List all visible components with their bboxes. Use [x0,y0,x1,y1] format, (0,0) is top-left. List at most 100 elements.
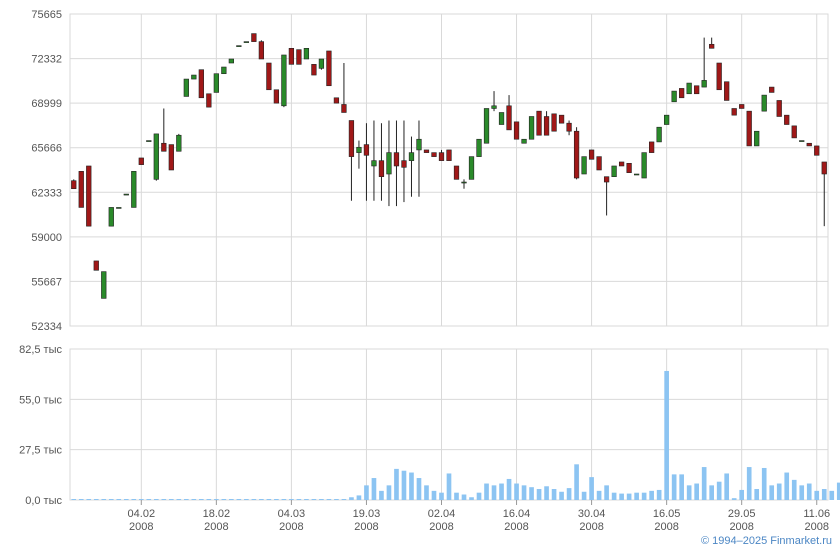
volume-bar [341,499,347,500]
volume-bar [206,499,212,500]
x-tick-label-date: 29.05 [728,508,756,520]
volume-bar [559,491,564,500]
volume-bar [168,499,174,500]
candle-body [791,125,797,139]
x-tick-label-date: 11.06 [803,508,830,520]
volume-bar [701,467,707,500]
candle-body [784,114,790,125]
volume-bar [589,477,594,500]
x-tick-label-year: 2008 [654,521,678,533]
candle-body [273,89,280,104]
volume-bar [409,472,414,500]
candle-body [311,64,317,76]
volume-bar [334,499,339,500]
volume-bar [544,486,549,500]
candle-body [521,138,527,144]
volume-bar [529,487,534,500]
candle-body [296,49,302,65]
candle-body [446,149,452,161]
candle-body [101,271,107,299]
volume-bar [86,499,92,500]
volume-bar [694,483,699,500]
volume-bar [499,483,504,500]
candle-body [288,48,295,65]
volume-bar [514,483,519,500]
candle-body [303,48,310,60]
candle-body [131,171,137,208]
candle-body [799,140,805,142]
credit-text[interactable]: © 1994–2025 Finmarket.ru [700,535,832,547]
volume-bar [311,499,317,500]
candle-body [581,156,587,175]
volume-bar [78,499,84,500]
candle-body [221,66,227,75]
candle-body [551,113,557,132]
candle-body [183,78,189,97]
candle-body [716,62,722,91]
volume-bar [191,499,197,500]
candle-body [498,112,505,125]
volume-bar [296,499,302,500]
price-y-tick-label: 52334 [31,321,62,333]
candle-body [566,122,572,132]
candle-body [618,161,625,167]
candle-body [116,207,122,209]
volume-bar [401,470,407,500]
volume-bar [123,499,129,500]
candle-body [86,165,92,227]
candle-body [348,120,355,157]
volume-bar [356,495,362,500]
volume-bar [641,492,647,500]
candle-body [401,160,407,168]
candle-body [506,105,512,131]
candle-body [266,62,272,91]
candle-body [71,180,77,190]
candle-body [679,88,685,99]
x-tick-label-date: 02.04 [428,508,456,520]
volume-bar [416,478,422,500]
candle-body [228,58,234,64]
volume-bar [439,492,444,500]
volume-bar [469,497,474,500]
volume-bar [244,499,249,500]
volume-bar [574,464,579,500]
candle-body [626,163,632,173]
volume-bar [364,485,369,500]
volume-bar [93,499,99,500]
volume-bar [649,490,654,500]
candle-body [491,105,497,109]
candle-body [363,144,370,156]
candle-body [573,130,580,179]
candle-body [341,104,347,113]
volume-bar [281,499,287,500]
candle-body [588,149,595,160]
volume-bar [791,479,797,500]
volume-bar [229,499,234,500]
volume-bar [153,499,159,500]
x-tick-label-date: 16.04 [503,508,531,520]
candle-body [138,157,144,165]
candle-body [206,93,212,108]
volume-bar [836,482,840,500]
volume-bar [371,478,377,500]
candle-body [476,138,482,157]
candle-body [656,126,662,143]
volume-bar [274,499,279,500]
volume-bar [446,473,452,500]
volume-bar [476,492,482,500]
candle-body [754,130,760,147]
volume-bar [431,490,437,500]
price-plot-frame [69,13,829,327]
x-tick-label-date: 18.02 [203,508,231,520]
volume-bar [251,499,257,500]
candle-body [746,110,752,147]
x-tick-label-date: 04.03 [278,508,306,520]
candle-body [483,108,490,144]
volume-bar [656,489,662,500]
candle-body [213,73,219,93]
x-tick-label-year: 2008 [429,521,453,533]
candle-body [318,58,325,69]
volume-bar [671,474,677,500]
volume-bar [829,490,835,500]
